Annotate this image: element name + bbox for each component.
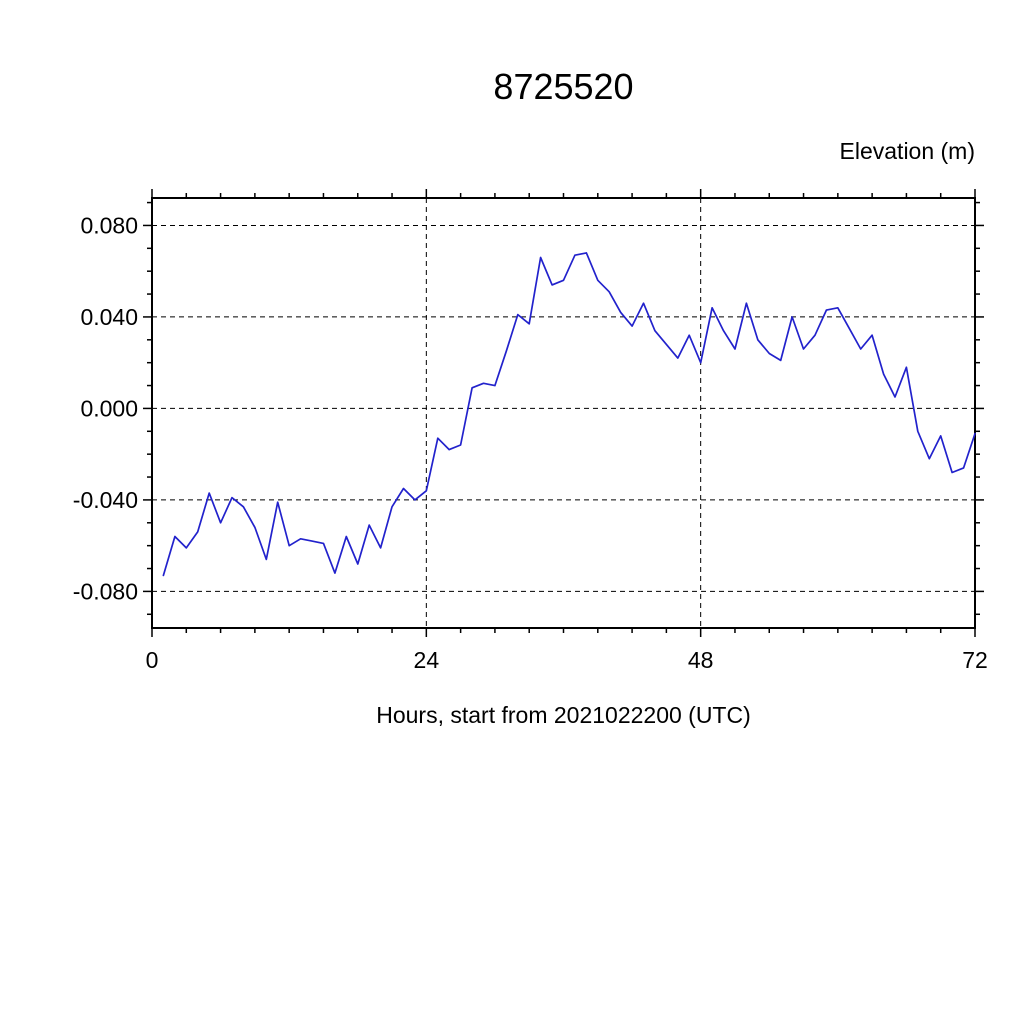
y-tick-label: 0.080	[80, 212, 138, 238]
y-tick-label: 0.000	[80, 395, 138, 421]
y-axis-label: Elevation (m)	[839, 138, 975, 164]
x-axis-label: Hours, start from 2021022200 (UTC)	[376, 702, 751, 728]
elevation-series-line	[162, 252, 976, 577]
y-tick-label: -0.080	[73, 578, 138, 604]
plot-frame	[151, 197, 976, 629]
y-tick-label: 0.040	[80, 304, 138, 330]
x-tick-label: 72	[962, 647, 988, 673]
x-tick-label: 0	[146, 647, 159, 673]
chart-title: 8725520	[493, 66, 634, 107]
x-tick-label: 24	[414, 647, 440, 673]
x-tick-label: 48	[688, 647, 714, 673]
y-tick-label: -0.040	[73, 487, 138, 513]
